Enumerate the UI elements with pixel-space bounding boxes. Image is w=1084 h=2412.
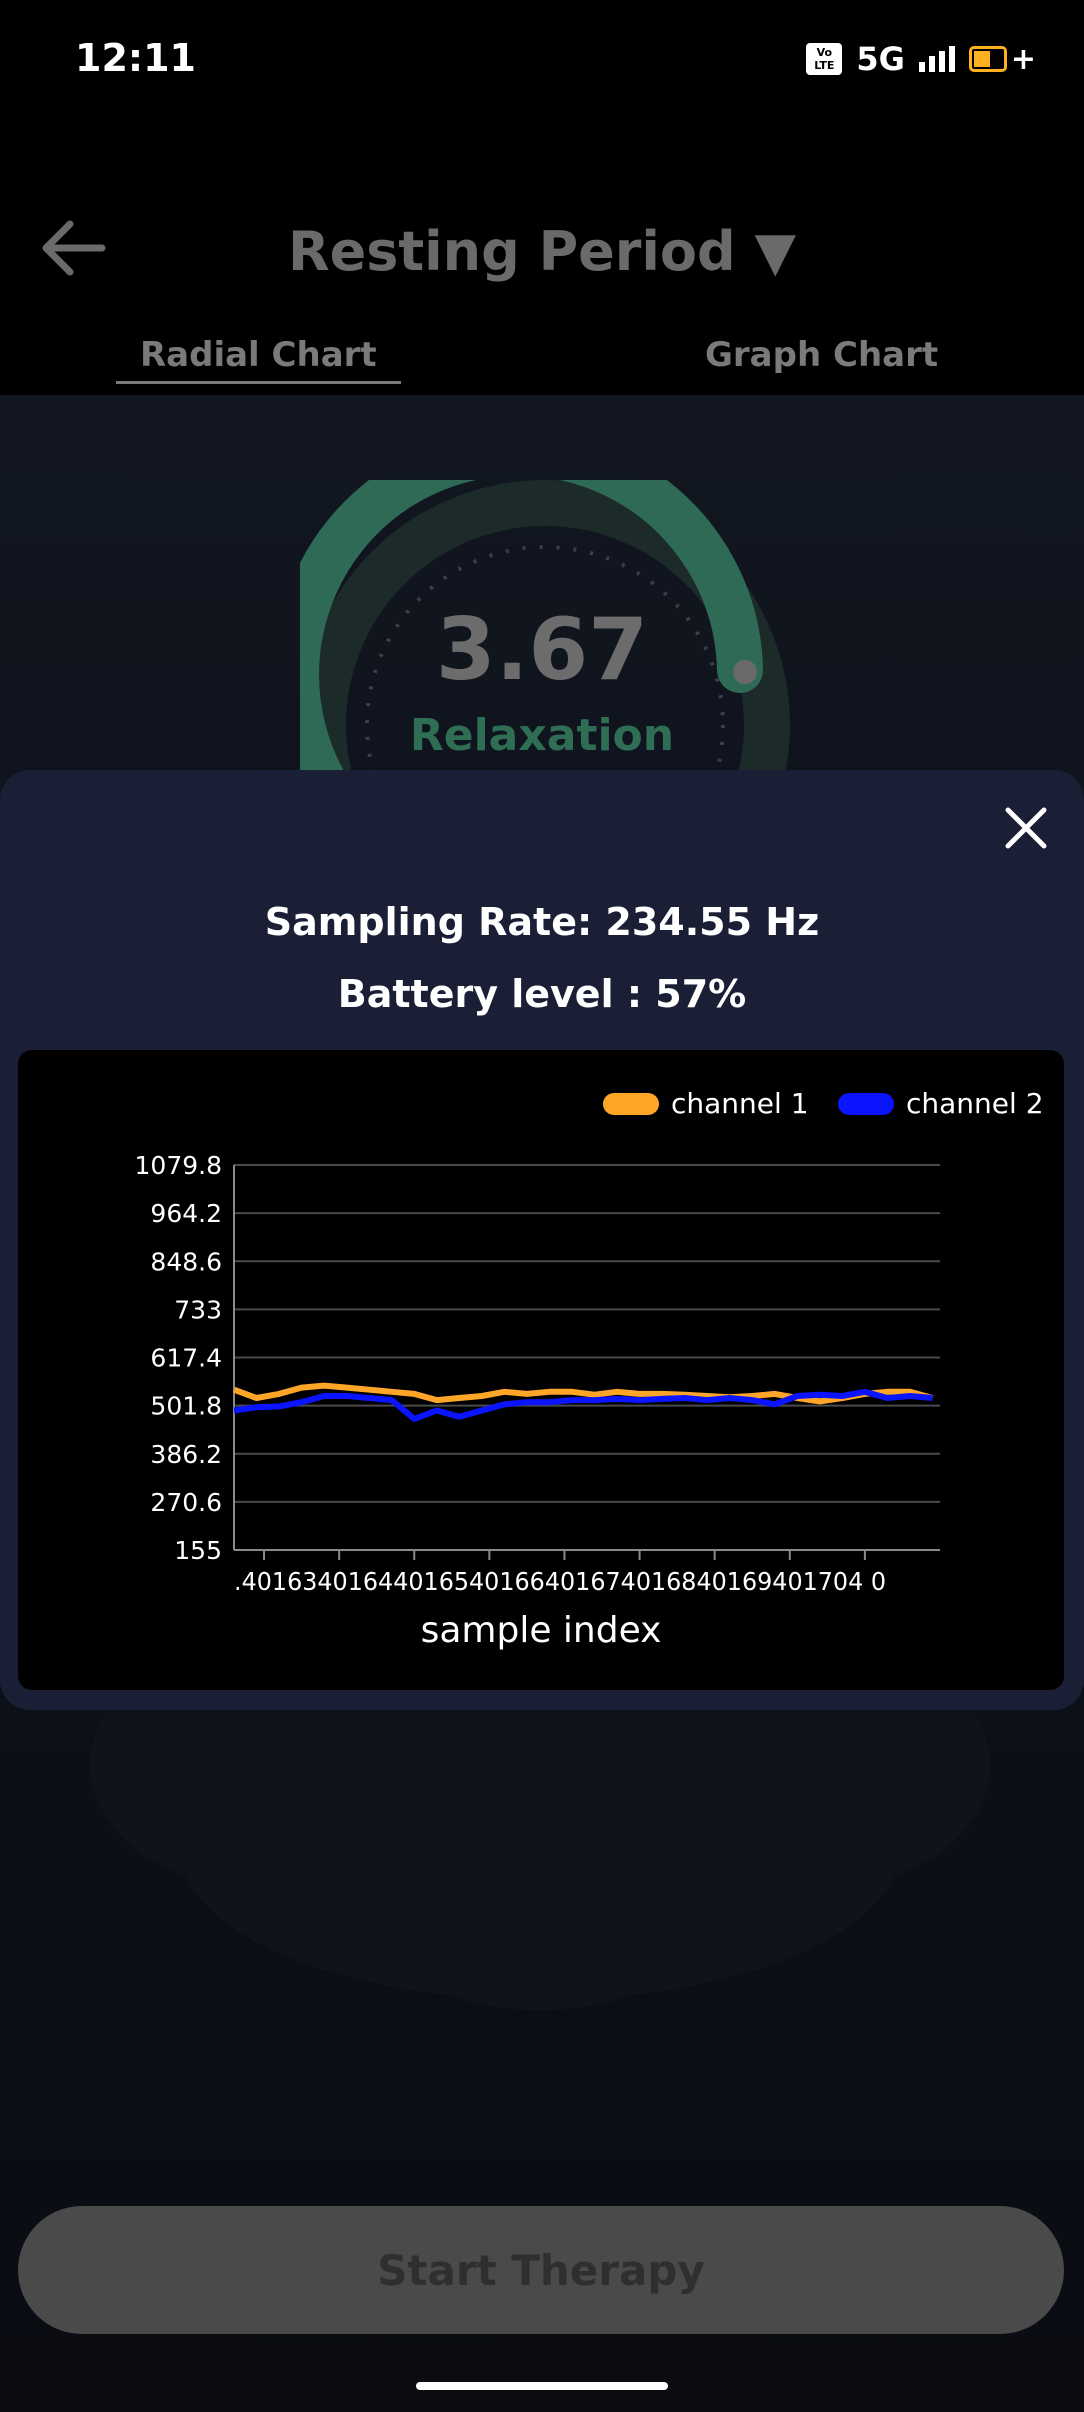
period-dropdown[interactable]: Resting Period ▼ bbox=[288, 220, 796, 283]
legend-label-channel-2: channel 2 bbox=[906, 1087, 1044, 1120]
back-arrow-icon[interactable] bbox=[40, 218, 108, 278]
series-line-channel-1 bbox=[232, 1382, 934, 1405]
tab-graph-chart[interactable]: Graph Chart bbox=[705, 335, 939, 375]
home-indicator[interactable] bbox=[416, 2382, 668, 2390]
y-tick-label: 501.8 bbox=[150, 1392, 222, 1421]
device-info-sheet: Sampling Rate: 234.55 Hz Battery level :… bbox=[0, 770, 1084, 1710]
battery-level: Battery level : 57% bbox=[337, 972, 747, 1016]
relaxation-label: Relaxation bbox=[409, 710, 675, 761]
y-tick-label: 617.4 bbox=[150, 1344, 222, 1373]
signal-chart-svg: 1079.8 964.2 848.6 733 617.4 501.8 386.2 270.6 1… bbox=[135, 1087, 1044, 1651]
y-tick-label: 848.6 bbox=[150, 1247, 222, 1276]
header: Resting Period ▼ bbox=[0, 190, 1084, 330]
x-tick-labels: .401634016440165401664016740168401694017… bbox=[234, 1567, 886, 1596]
series-line-channel-2 bbox=[233, 1388, 933, 1422]
background-decoration bbox=[360, 1800, 720, 2010]
y-tick-label: 964.2 bbox=[150, 1199, 222, 1228]
status-bar: 12:11 Vo LTE 5G + bbox=[0, 0, 1084, 120]
signal-icon bbox=[918, 46, 955, 72]
legend-label-channel-1: channel 1 bbox=[671, 1087, 809, 1120]
tab-radial-chart[interactable]: Radial Chart bbox=[116, 335, 401, 384]
status-time: 12:11 bbox=[75, 36, 196, 80]
close-icon[interactable] bbox=[998, 800, 1054, 856]
x-axis-label: sample index bbox=[421, 1610, 662, 1651]
legend-swatch-channel-2 bbox=[838, 1093, 894, 1115]
legend-swatch-channel-1 bbox=[603, 1093, 659, 1115]
network-type: 5G bbox=[856, 40, 905, 78]
sampling-rate: Sampling Rate: 234.55 Hz bbox=[264, 900, 820, 944]
start-therapy-button[interactable]: Start Therapy bbox=[18, 2206, 1064, 2334]
chart-tabs: Radial Chart Graph Chart bbox=[0, 335, 1084, 395]
y-tick-label: 386.2 bbox=[150, 1440, 222, 1469]
status-icons: Vo LTE 5G + bbox=[806, 40, 1036, 78]
y-tick-label: 1079.8 bbox=[135, 1151, 222, 1180]
signal-chart: 1079.8 964.2 848.6 733 617.4 501.8 386.2 270.6 1… bbox=[18, 1050, 1064, 1690]
y-tick-label: 733 bbox=[174, 1295, 222, 1324]
charging-icon: + bbox=[1010, 41, 1036, 77]
y-tick-label: 155 bbox=[174, 1536, 222, 1565]
battery-icon bbox=[968, 46, 1007, 72]
volte-icon: Vo LTE bbox=[806, 43, 843, 75]
relaxation-score: 3.67 bbox=[435, 600, 649, 700]
y-tick-label: 270.6 bbox=[150, 1488, 222, 1517]
